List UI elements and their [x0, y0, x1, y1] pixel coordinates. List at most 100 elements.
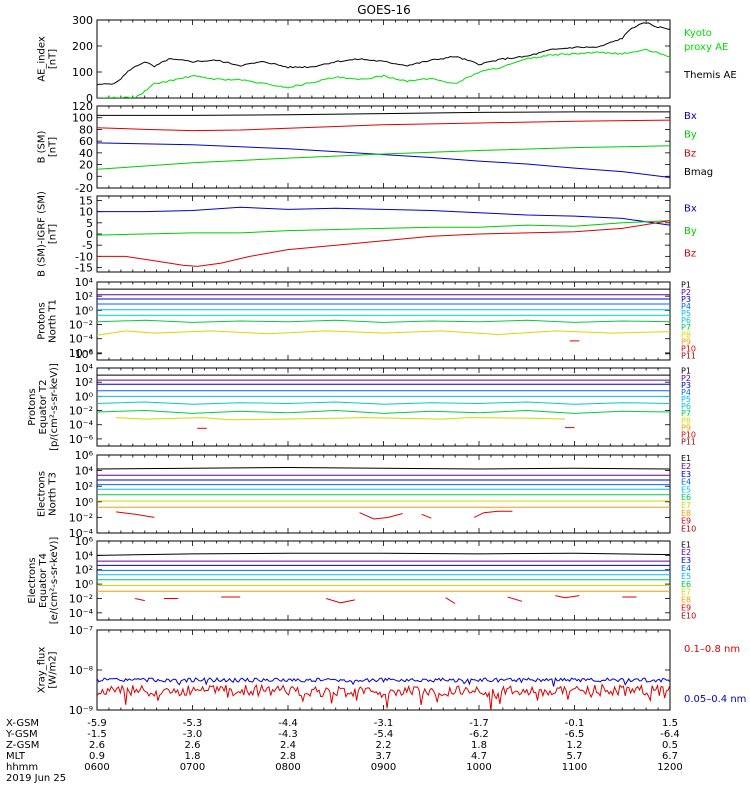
x-axis-row-value: 2.8 [280, 751, 296, 762]
series-line [97, 676, 670, 687]
legend-item: E9 [681, 517, 691, 526]
legend-item: P7 [681, 409, 691, 418]
legend-item: Kyoto [684, 28, 712, 39]
x-axis-row-value: 5.7 [567, 751, 583, 762]
legend-item: Themis AE [683, 70, 737, 81]
y-tick-label: 10⁰ [75, 390, 94, 403]
panel-ae: 0 100 200 300 AE_index [nT] Kyoto proxy AE Themi… [37, 14, 737, 105]
legend-item: P5 [681, 395, 691, 404]
x-axis-row-label: hhmm [6, 762, 38, 773]
y-axis-label: [nT] [48, 224, 59, 244]
y-tick-label: 10⁻² [69, 319, 93, 332]
y-tick-label: 20 [79, 159, 93, 172]
y-axis-label: Electrons [27, 557, 38, 603]
y-axis-label: Equator T4 [38, 553, 49, 608]
x-axis-row-label: Y-GSM [5, 729, 38, 740]
series-line [507, 596, 523, 602]
x-axis-row-value: -6.2 [469, 729, 489, 740]
x-axis-row-value: -3.1 [374, 718, 394, 729]
y-tick-label: 10⁴ [75, 465, 94, 478]
y-tick-label: 10⁶ [75, 449, 94, 462]
y-axis-label: [W/m2] [48, 651, 59, 688]
series-line [97, 330, 670, 336]
legend-item: P1 [681, 281, 691, 290]
x-axis-row-value: 6.7 [662, 751, 678, 762]
x-axis-row-value: -3.0 [183, 729, 203, 740]
y-tick-label: 10² [75, 480, 93, 493]
legend-item: P11 [681, 438, 696, 447]
x-axis-row-label: Z-GSM [6, 740, 39, 751]
series-line [359, 512, 403, 520]
series-group [97, 206, 670, 267]
y-tick-label: 10⁻⁴ [69, 333, 94, 346]
y-tick-label: 10⁻⁶ [69, 347, 94, 360]
x-axis-row-value: 1000 [466, 762, 491, 773]
y-tick-label: -10 [75, 250, 93, 263]
series-line [97, 319, 670, 323]
y-tick-label: 15 [79, 194, 93, 207]
series-line [97, 48, 670, 98]
y-tick-label: 10⁻⁴ [69, 607, 94, 620]
legend-item: E7 [681, 588, 691, 597]
legend-item: P2 [681, 288, 691, 297]
legend-item: E7 [681, 501, 691, 510]
y-tick-label: 0 [86, 228, 93, 241]
y-tick-label: 10⁰ [75, 304, 94, 317]
legend-item: By [684, 226, 697, 237]
x-axis-row-value: -5.4 [374, 729, 394, 740]
y-tick-label: 10⁻⁴ [69, 527, 94, 540]
legend-item: P9 [681, 337, 691, 346]
x-axis-row-value: 0900 [371, 762, 396, 773]
y-axis-label: Electrons [37, 471, 48, 517]
x-axis-row-value: 1.2 [567, 740, 583, 751]
series-line [326, 598, 355, 604]
y-tick-label: 10⁴ [75, 362, 94, 375]
series-line [97, 552, 670, 556]
legend-item: P10 [681, 430, 696, 439]
panel-frame [96, 454, 671, 534]
legend-item: E2 [681, 462, 691, 471]
series-line [97, 22, 670, 86]
x-axis-row-value: 1100 [562, 762, 587, 773]
series-line [473, 510, 513, 518]
legend-item: Bmag [684, 167, 713, 178]
y-tick-label: -5 [82, 239, 93, 252]
legend-item: P9 [681, 423, 691, 432]
y-tick-label: 10² [75, 564, 93, 577]
legend-item: P8 [681, 330, 691, 339]
legend-item: E5 [681, 572, 691, 581]
x-axis-row-value: -1.5 [87, 729, 107, 740]
y-tick-label: 40 [79, 147, 93, 160]
x-axis-row-value: -0.1 [565, 718, 585, 729]
y-axis-label: Xray_flux [37, 647, 48, 694]
y-tick-label: 10⁰ [75, 578, 94, 591]
x-axis-row-value: 4.7 [471, 751, 487, 762]
y-tick-label: 10² [75, 376, 93, 389]
legend-item: P1 [681, 367, 691, 376]
series-line [97, 145, 670, 170]
y-tick-label: 10⁶ [75, 348, 94, 361]
series-line [97, 401, 670, 405]
x-axis-row-value: 2.2 [376, 740, 392, 751]
legend-item: P7 [681, 323, 691, 332]
y-axis-label: [nT] [48, 49, 59, 69]
y-tick-label: 300 [72, 14, 93, 27]
y-axis-label: [nT] [48, 137, 59, 157]
y-axis-label: Equator T2 [38, 380, 49, 435]
legend-item: 0.05–0.4 nm [684, 694, 746, 705]
y-axis-label: Protons [37, 302, 48, 339]
legend-item: E10 [681, 611, 696, 620]
legend-item: P4 [681, 302, 691, 311]
y-tick-label: 10⁻² [69, 511, 93, 524]
series-group [97, 466, 670, 520]
y-tick-label: 120 [72, 100, 93, 113]
y-tick-label: 10² [75, 290, 93, 303]
x-axis-row-value: -4.4 [278, 718, 298, 729]
y-tick-label: 10⁻⁶ [69, 433, 94, 446]
legend-item: By [684, 130, 697, 141]
x-axis-row-value: 3.7 [376, 751, 392, 762]
panel-frame [96, 195, 671, 273]
